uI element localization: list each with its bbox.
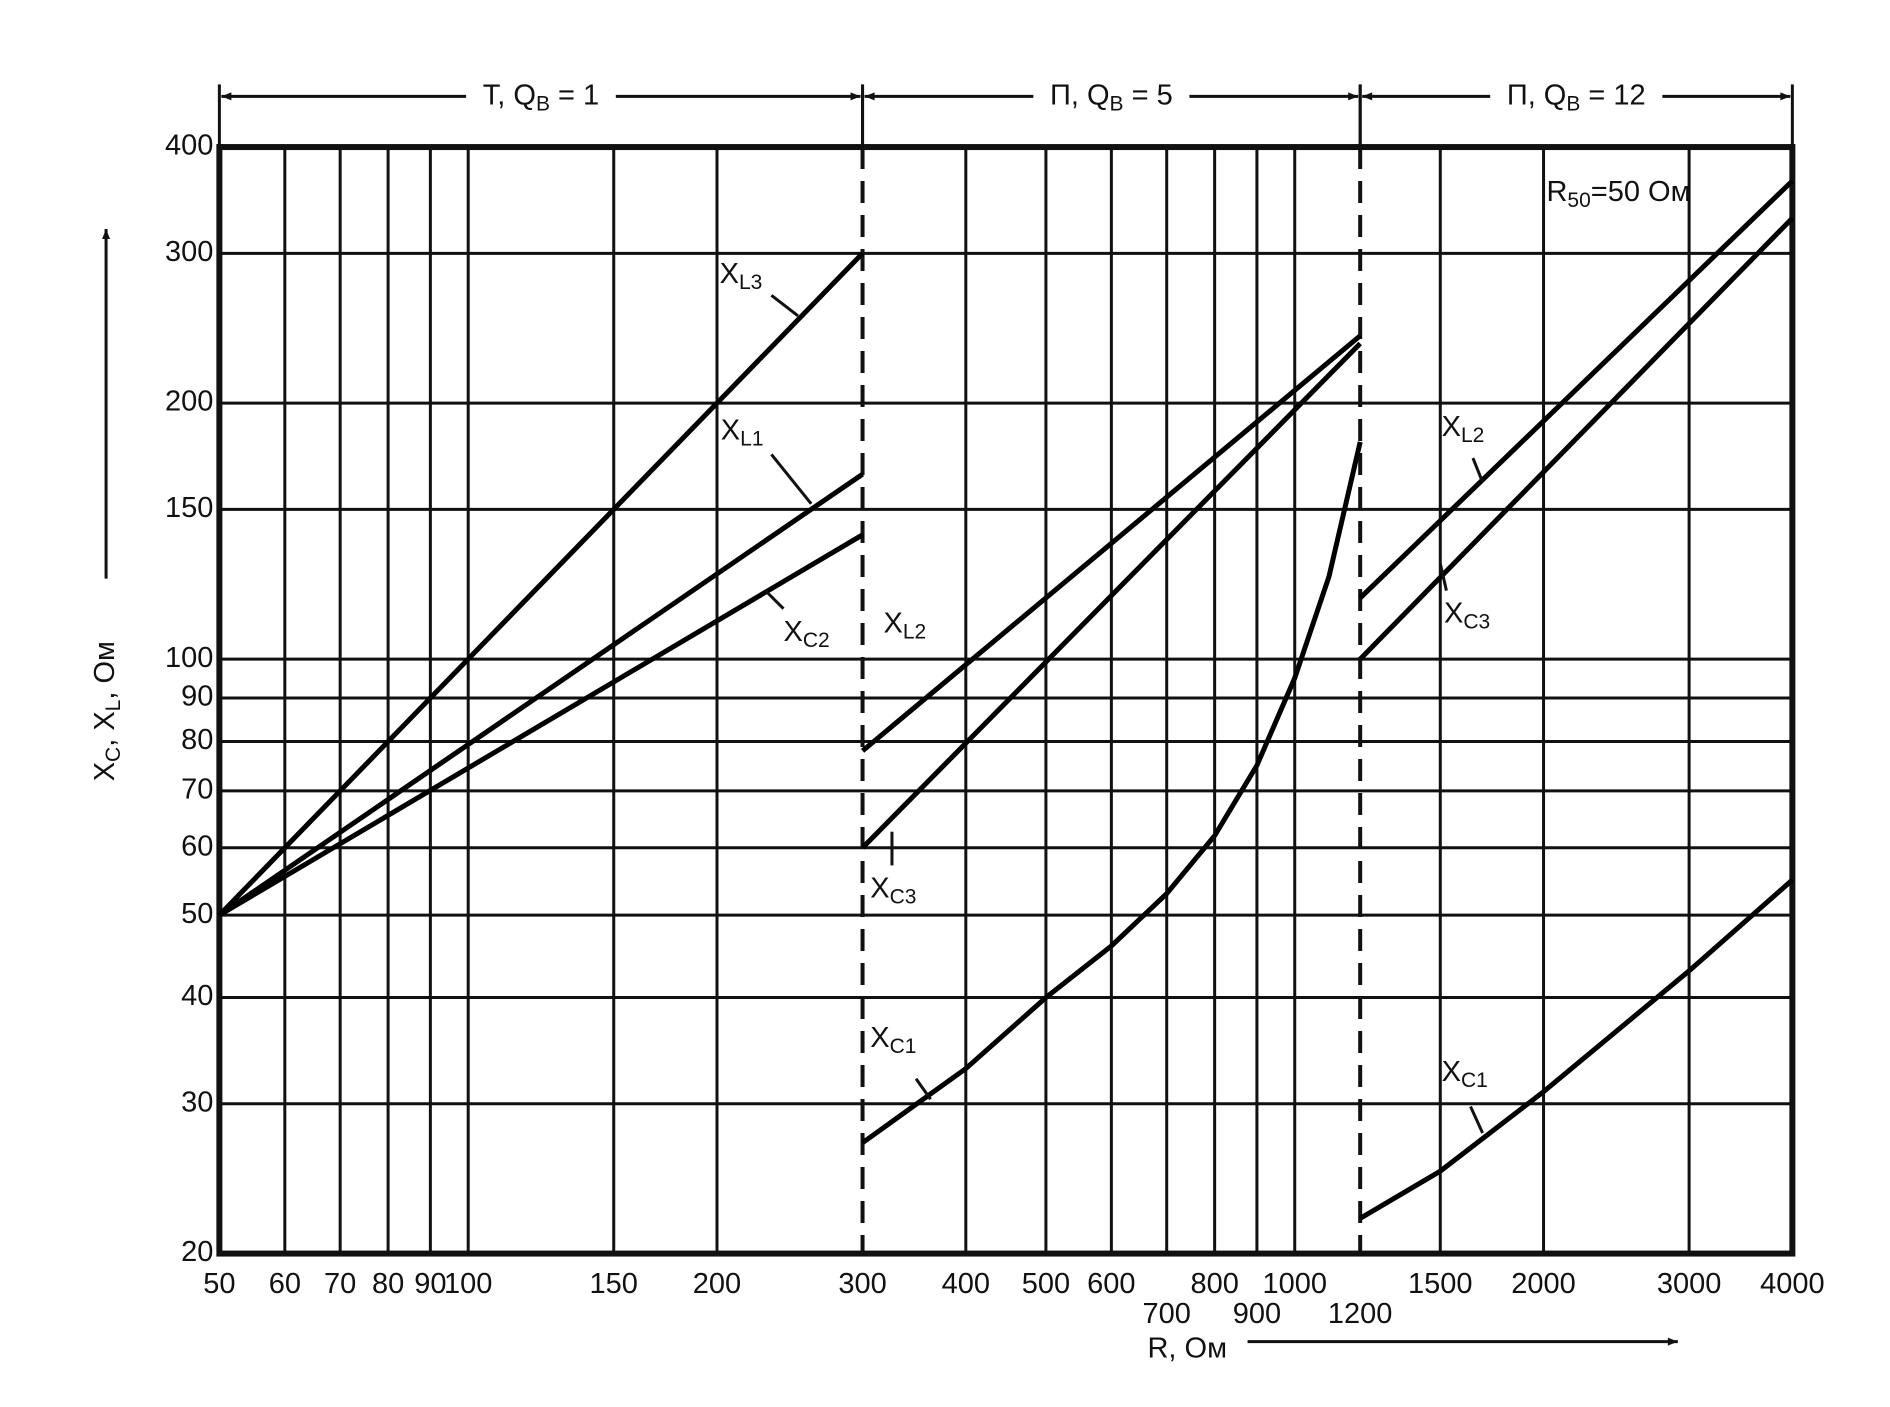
series-line bbox=[1358, 179, 1795, 600]
series-line bbox=[860, 341, 1362, 850]
leader-line bbox=[1438, 563, 1448, 591]
series-label: XC1 bbox=[870, 1022, 916, 1058]
x-tick-label: 100 bbox=[444, 1268, 492, 1300]
leader-line bbox=[770, 453, 813, 505]
segment-label: T, QB = 1 bbox=[483, 79, 599, 115]
y-axis-label: XC, XL, Ом bbox=[89, 641, 125, 781]
x-tick-label: 900 bbox=[1233, 1298, 1281, 1330]
x-tick-label: 400 bbox=[942, 1268, 990, 1300]
series-line bbox=[217, 251, 865, 917]
x-tick-label: 70 bbox=[324, 1268, 356, 1300]
y-tick-label: 40 bbox=[181, 980, 213, 1012]
leader-line bbox=[764, 589, 785, 610]
x-tick-label: 500 bbox=[1022, 1268, 1070, 1300]
series-label: XL2 bbox=[1442, 411, 1485, 447]
x-tick-label: 700 bbox=[1143, 1298, 1191, 1330]
series-line bbox=[861, 441, 1363, 1145]
x-tick-label: 1000 bbox=[1262, 1268, 1327, 1300]
x-tick-label: 80 bbox=[372, 1268, 404, 1300]
x-tick-label: 60 bbox=[269, 1268, 301, 1300]
y-tick-label: 60 bbox=[181, 830, 213, 862]
series-label: XL2 bbox=[884, 607, 927, 643]
y-tick-label: 80 bbox=[181, 724, 213, 756]
plot-frame bbox=[216, 144, 1796, 1257]
series-label: XC1 bbox=[1442, 1055, 1488, 1091]
y-tick-label: 30 bbox=[181, 1086, 213, 1118]
series-label: XC3 bbox=[1444, 597, 1490, 633]
x-tick-label: 50 bbox=[203, 1268, 235, 1300]
series-label: XC2 bbox=[783, 615, 829, 651]
series-label: XL3 bbox=[720, 257, 763, 293]
y-tick-label: 400 bbox=[165, 130, 213, 162]
x-tick-label: 800 bbox=[1190, 1268, 1238, 1300]
y-tick-label: 70 bbox=[181, 774, 213, 806]
x-tick-label: 150 bbox=[590, 1268, 638, 1300]
series-line bbox=[217, 472, 864, 918]
series-line bbox=[1358, 878, 1795, 1221]
series-line bbox=[218, 532, 864, 918]
series-label: XC3 bbox=[870, 872, 916, 908]
y-tick-label: 50 bbox=[181, 898, 213, 930]
y-tick-label: 20 bbox=[181, 1236, 213, 1268]
x-tick-label: 90 bbox=[414, 1268, 446, 1300]
x-tick-label: 200 bbox=[693, 1268, 741, 1300]
x-tick-label: 1200 bbox=[1328, 1298, 1393, 1330]
x-tick-label: 600 bbox=[1087, 1268, 1135, 1300]
segment-label: П, QB = 5 bbox=[1050, 79, 1173, 115]
segment-label: П, QB = 12 bbox=[1507, 79, 1646, 115]
series-line bbox=[1358, 216, 1795, 661]
leader-line bbox=[1469, 1105, 1484, 1134]
series-line bbox=[860, 333, 1362, 753]
leader-line bbox=[1471, 457, 1484, 483]
annotation: R50=50 Ом bbox=[1546, 176, 1690, 212]
x-tick-label: 1500 bbox=[1408, 1268, 1473, 1300]
y-tick-label: 300 bbox=[165, 236, 213, 268]
x-tick-label: 300 bbox=[838, 1268, 886, 1300]
y-tick-label: 100 bbox=[165, 642, 213, 674]
leader-line bbox=[914, 1077, 932, 1101]
y-tick-label: 200 bbox=[165, 386, 213, 418]
y-tick-label: 90 bbox=[181, 681, 213, 713]
x-tick-label: 3000 bbox=[1657, 1268, 1722, 1300]
x-tick-label: 2000 bbox=[1511, 1268, 1576, 1300]
x-axis-label: R, Ом bbox=[1147, 1333, 1227, 1365]
series-label: XL1 bbox=[721, 414, 764, 450]
leader-line bbox=[770, 294, 799, 317]
x-tick-label: 4000 bbox=[1760, 1268, 1825, 1300]
y-tick-label: 150 bbox=[165, 492, 213, 524]
